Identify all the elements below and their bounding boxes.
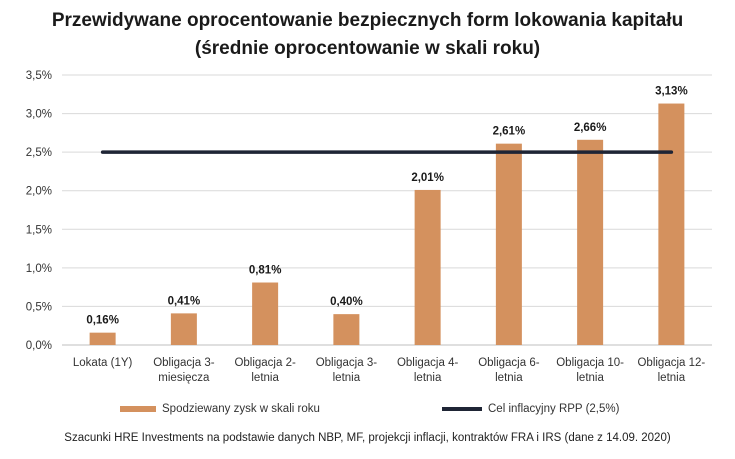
y-tick-label: 2,0% bbox=[26, 186, 52, 198]
data-label: 3,13% bbox=[655, 86, 688, 98]
bar bbox=[89, 332, 116, 345]
data-label: 0,41% bbox=[168, 295, 201, 307]
data-label: 2,61% bbox=[493, 126, 526, 138]
x-tick-label: Obligacja 3- bbox=[153, 357, 215, 369]
bar bbox=[170, 313, 197, 345]
bar bbox=[495, 143, 522, 345]
data-label: 0,16% bbox=[86, 315, 119, 327]
source-footnote: Szacunki HRE Investments na podstawie da… bbox=[64, 432, 671, 444]
y-tick-label: 3,0% bbox=[26, 109, 52, 121]
chart-title-line-2: (średnie oprocentowanie w skali roku) bbox=[194, 38, 541, 59]
x-tick-label: letnia bbox=[495, 372, 523, 384]
legend-swatch-line bbox=[442, 407, 482, 411]
data-label: 2,66% bbox=[574, 122, 607, 134]
bar bbox=[414, 189, 441, 345]
data-label: 0,81% bbox=[249, 265, 282, 277]
x-tick-label: Obligacja 2- bbox=[234, 357, 296, 369]
legend-label-bars: Spodziewany zysk w skali roku bbox=[162, 403, 320, 415]
x-tick-label: letnia bbox=[333, 372, 361, 384]
x-tick-label: Obligacja 12- bbox=[637, 357, 705, 369]
y-tick-label: 1,0% bbox=[26, 263, 52, 275]
chart-title-line-1: Przewidywane oprocentowanie bezpiecznych… bbox=[51, 10, 684, 31]
bar bbox=[577, 139, 604, 345]
x-tick-label: letnia bbox=[576, 372, 604, 384]
legend-swatch-bar bbox=[120, 406, 156, 412]
x-tick-label: miesięcza bbox=[158, 372, 210, 384]
data-label: 0,40% bbox=[330, 296, 363, 308]
bar bbox=[658, 103, 685, 346]
bar bbox=[333, 314, 360, 345]
x-tick-label: letnia bbox=[414, 372, 442, 384]
bar bbox=[252, 282, 279, 345]
x-tick-label: Lokata (1Y) bbox=[73, 357, 133, 369]
y-tick-label: 3,5% bbox=[26, 70, 52, 82]
chart-plot: 0,0% 0,5% 1,0% 1,5% 2,0% 2,5% 3,0% 3,5% 0,16% Lok… bbox=[26, 70, 712, 384]
y-tick-label: 1,5% bbox=[26, 224, 52, 236]
x-tick-label: letnia bbox=[658, 372, 686, 384]
legend-label-line: Cel inflacyjny RPP (2,5%) bbox=[488, 403, 620, 415]
legend-item-line: Cel inflacyjny RPP (2,5%) bbox=[442, 400, 619, 418]
x-tick-label: Obligacja 3- bbox=[316, 357, 378, 369]
x-tick-label: Obligacja 10- bbox=[556, 357, 624, 369]
x-tick-label: Obligacja 4- bbox=[397, 357, 459, 369]
y-tick-label: 0,0% bbox=[26, 340, 52, 352]
x-tick-label: letnia bbox=[251, 372, 279, 384]
data-label: 2,01% bbox=[411, 172, 444, 184]
legend-item-bars: Spodziewany zysk w skali roku bbox=[120, 400, 320, 418]
y-tick-label: 2,5% bbox=[26, 147, 52, 159]
x-tick-label: Obligacja 6- bbox=[478, 357, 540, 369]
y-tick-label: 0,5% bbox=[26, 301, 52, 313]
